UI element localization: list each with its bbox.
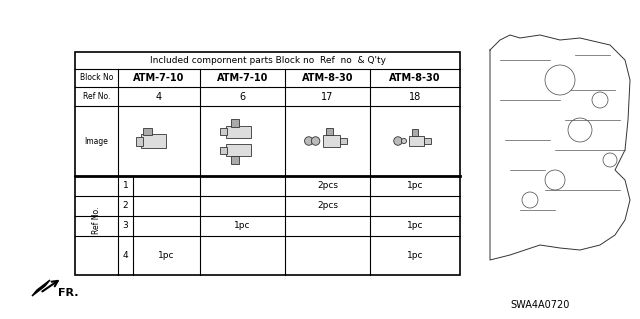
Bar (141, 134, 166, 148)
Text: ATM-7-10: ATM-7-10 (133, 73, 185, 83)
Circle shape (401, 138, 406, 144)
Text: 1pc: 1pc (158, 251, 175, 260)
Text: ATM-8-30: ATM-8-30 (389, 73, 441, 83)
Text: 2: 2 (123, 202, 128, 211)
Text: 1pc: 1pc (407, 251, 423, 260)
Text: 4: 4 (123, 251, 128, 260)
Text: ATM-7-10: ATM-7-10 (217, 73, 268, 83)
Circle shape (311, 137, 320, 145)
Bar (225, 145, 251, 156)
Text: 3: 3 (123, 221, 129, 231)
Bar (136, 137, 143, 145)
Bar (225, 126, 251, 137)
Bar (230, 119, 239, 127)
Text: 2pcs: 2pcs (317, 202, 338, 211)
Bar (323, 135, 340, 147)
Text: 6: 6 (239, 92, 246, 101)
Text: 2pcs: 2pcs (317, 182, 338, 190)
Text: 17: 17 (321, 92, 333, 101)
Circle shape (305, 137, 313, 145)
Bar (220, 147, 227, 154)
Bar (326, 128, 333, 135)
Bar (230, 156, 239, 164)
Polygon shape (32, 280, 50, 296)
Text: 1pc: 1pc (407, 182, 423, 190)
Text: ATM-8-30: ATM-8-30 (301, 73, 353, 83)
Text: 18: 18 (409, 92, 421, 101)
Text: 1pc: 1pc (407, 221, 423, 231)
Bar (143, 128, 152, 135)
Text: 1: 1 (123, 182, 129, 190)
Bar (424, 137, 431, 145)
Text: SWA4A0720: SWA4A0720 (510, 300, 570, 310)
Text: Block No: Block No (80, 73, 113, 83)
Bar (220, 128, 227, 135)
Text: Ref No.: Ref No. (92, 207, 101, 234)
Text: FR.: FR. (58, 288, 79, 298)
Text: Image: Image (84, 137, 108, 145)
Circle shape (394, 137, 403, 145)
Text: 1pc: 1pc (234, 221, 251, 231)
Text: 4: 4 (156, 92, 162, 101)
Bar (409, 136, 424, 146)
Bar (340, 137, 347, 145)
Text: Ref No.: Ref No. (83, 92, 110, 101)
Text: Included compornent parts Block no  Ref  no  & Q'ty: Included compornent parts Block no Ref n… (150, 56, 385, 65)
Bar (412, 129, 419, 136)
Bar (75, 52, 460, 275)
